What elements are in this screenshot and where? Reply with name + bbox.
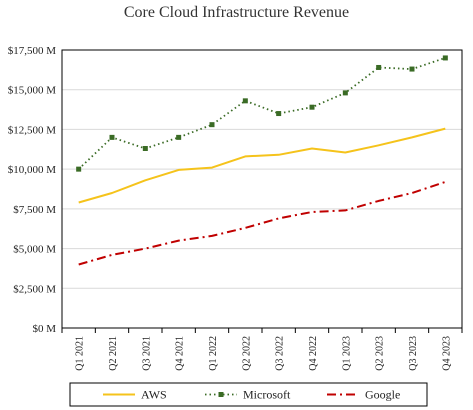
legend-marker-microsoft (218, 392, 224, 397)
x-tick-label: Q1 2023 (341, 336, 352, 371)
y-tick-label: $15,000 M (8, 85, 57, 97)
y-tick-label: $2,500 M (13, 283, 56, 295)
x-tick-label: Q3 2023 (408, 336, 419, 371)
legend-label: Microsoft (243, 388, 291, 402)
series-line-microsoft (78, 57, 446, 170)
data-point-microsoft (276, 111, 282, 117)
y-tick-label: $7,500 M (13, 204, 56, 216)
data-point-microsoft (342, 90, 348, 96)
data-point-microsoft (176, 134, 182, 140)
y-tick-label: $12,500 M (8, 124, 57, 136)
data-point-microsoft (309, 104, 315, 110)
x-tick-label: Q1 2021 (75, 336, 86, 371)
y-tick-label: $10,000 M (8, 164, 57, 176)
legend-label: Google (365, 388, 400, 402)
data-point-microsoft (376, 64, 382, 70)
data-point-microsoft (409, 66, 415, 72)
x-tick-label: Q1 2022 (208, 336, 219, 371)
data-point-microsoft (142, 145, 148, 151)
chart-title: Core Cloud Infrastructure Revenue (123, 4, 350, 21)
y-tick-label: $5,000 M (13, 244, 56, 256)
x-tick-label: Q4 2021 (175, 336, 186, 371)
x-tick-label: Q2 2022 (241, 336, 252, 371)
y-tick-label: $17,500 M (8, 45, 57, 57)
data-point-microsoft (76, 166, 82, 172)
x-tick-label: Q3 2022 (275, 336, 286, 371)
data-point-microsoft (109, 134, 115, 140)
x-tick-label: Q4 2022 (308, 336, 319, 371)
y-tick-label: $0 M (32, 323, 56, 335)
x-tick-label: Q2 2021 (108, 336, 119, 371)
data-point-microsoft (442, 55, 448, 61)
series-line-google (78, 180, 446, 266)
x-tick-label: Q4 2023 (441, 336, 452, 371)
legend-label: AWS (141, 388, 167, 402)
x-tick-label: Q3 2021 (141, 336, 152, 371)
x-tick-label: Q2 2023 (375, 336, 386, 371)
series-line-aws (78, 127, 446, 204)
data-point-microsoft (242, 98, 248, 104)
data-point-microsoft (209, 122, 215, 128)
legend-box (69, 382, 428, 407)
